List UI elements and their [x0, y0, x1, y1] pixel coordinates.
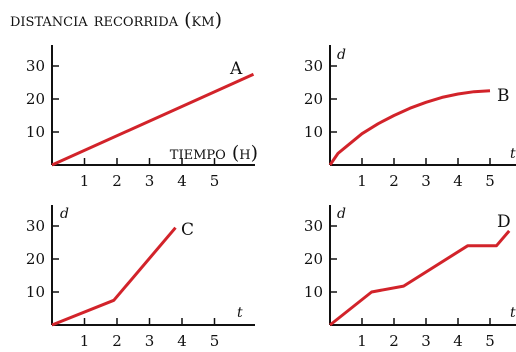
y-tick-label: 20: [304, 250, 323, 268]
x-axis-label: t: [510, 146, 516, 162]
y-tick-label: 20: [304, 90, 323, 108]
x-tick-label: 1: [357, 332, 367, 350]
x-axis-label: t: [237, 305, 243, 321]
y-axis-label: d: [337, 47, 346, 63]
x-tick-label: 1: [80, 332, 90, 350]
series-label: D: [497, 212, 511, 232]
x-tick-label: 3: [145, 172, 155, 190]
series-line-D: [329, 229, 511, 327]
y-tick-label: 20: [26, 90, 45, 108]
x-tick-label: 5: [485, 172, 495, 190]
y-axis-label: d: [337, 206, 346, 222]
series-label: A: [229, 59, 243, 79]
series-label: C: [181, 220, 194, 240]
x-tick-label: 3: [421, 332, 431, 350]
chart-panel-A: 1 2 3 4 5 10 20 30 tiempo (h) A: [26, 45, 258, 190]
x-tick-label: 2: [389, 332, 399, 350]
x-axis-label: tiempo (h): [170, 142, 258, 164]
y-tick-label: 30: [26, 217, 45, 235]
figure-title: distancia recorrida (km): [10, 9, 222, 31]
x-tick-label: 5: [210, 332, 220, 350]
x-tick-label: 2: [389, 172, 399, 190]
y-tick-label: 10: [26, 283, 45, 301]
x-tick-label: 3: [145, 332, 155, 350]
x-tick-label: 4: [177, 332, 187, 350]
x-tick-label: 4: [177, 172, 187, 190]
x-tick-label: 4: [453, 332, 463, 350]
y-tick-label: 10: [304, 283, 323, 301]
series-label: B: [497, 86, 510, 106]
x-tick-label: 5: [485, 332, 495, 350]
x-tick-label: 2: [112, 172, 122, 190]
series-line-A: [51, 72, 255, 167]
series-line-C: [51, 226, 177, 327]
y-axis-label: d: [60, 206, 69, 222]
x-tick-label: 3: [421, 172, 431, 190]
chart-panels: 1 2 3 4 5 10 20 30 tiempo (h) A 1 2 3 4 5 10 20 30 t d B 1 2 3 4…: [26, 45, 516, 350]
x-tick-label: 5: [210, 172, 220, 190]
y-tick-label: 10: [304, 123, 323, 141]
x-tick-label: 1: [357, 172, 367, 190]
x-tick-label: 2: [112, 332, 122, 350]
y-tick-label: 10: [26, 123, 45, 141]
chart-panel-B: 1 2 3 4 5 10 20 30 t d B: [304, 45, 516, 190]
x-tick-label: 4: [453, 172, 463, 190]
y-tick-label: 30: [304, 217, 323, 235]
chart-panel-C: 1 2 3 4 5 10 20 30 t d C: [26, 205, 255, 350]
y-tick-label: 20: [26, 250, 45, 268]
y-tick-label: 30: [26, 57, 45, 75]
chart-panel-D: 1 2 3 4 5 10 20 30 t d D: [304, 205, 516, 350]
x-tick-label: 1: [80, 172, 90, 190]
x-axis-label: t: [510, 305, 516, 321]
y-tick-label: 30: [304, 57, 323, 75]
series-line-B: [328, 89, 491, 166]
